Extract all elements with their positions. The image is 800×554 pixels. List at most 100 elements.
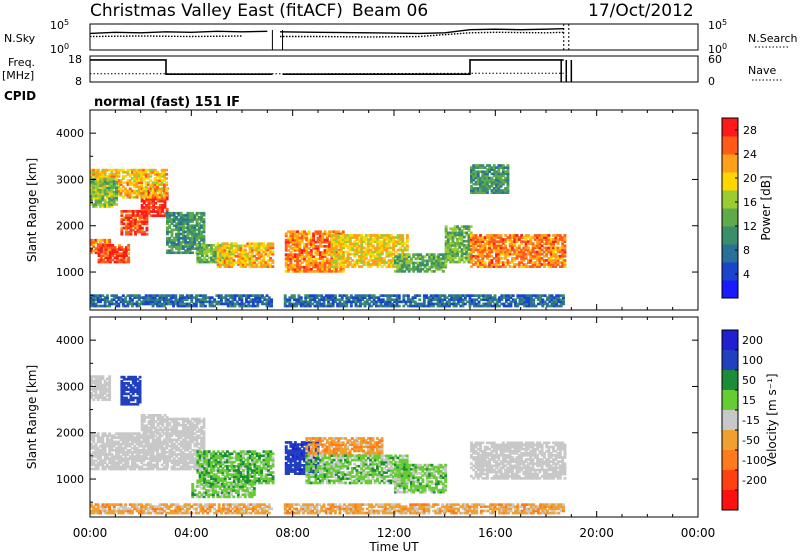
scatter-cell	[449, 241, 453, 245]
scatter-cell	[223, 257, 227, 260]
scatter-cell	[231, 304, 235, 308]
scatter-cell	[147, 177, 150, 180]
scatter-cell	[119, 296, 123, 299]
scatter-cell	[492, 248, 496, 252]
scatter-cell	[94, 170, 98, 174]
scatter-cell	[307, 230, 311, 234]
scatter-cell	[208, 302, 212, 306]
scatter-cell	[287, 267, 290, 271]
scatter-cell	[319, 263, 322, 267]
scatter-cell	[172, 211, 176, 215]
scatter-cell	[488, 166, 492, 169]
scatter-cell	[454, 296, 458, 299]
scatter-cell	[163, 214, 167, 218]
scatter-cell	[251, 298, 255, 302]
scatter-cell	[136, 226, 140, 230]
scatter-cell	[531, 263, 535, 266]
scatter-cell	[403, 265, 406, 269]
scatter-cell	[465, 258, 469, 262]
scatter-cell	[314, 259, 318, 263]
scatter-cell	[205, 244, 209, 247]
scatter-cell	[144, 187, 148, 191]
scatter-cell	[165, 298, 169, 302]
scatter-cell	[247, 302, 251, 306]
scatter-cell	[331, 294, 335, 297]
scatter-cell	[342, 238, 345, 241]
scatter-cell	[110, 448, 114, 452]
scatter-cell	[127, 210, 131, 213]
scatter-cell	[172, 220, 176, 223]
scatter-cell	[515, 252, 519, 256]
scatter-cell	[256, 304, 260, 308]
scatter-cell	[124, 463, 128, 467]
scatter-cell	[387, 259, 391, 262]
scatter-cell	[561, 240, 565, 243]
scatter-cell	[124, 461, 128, 465]
scatter-cell	[524, 263, 528, 266]
scatter-cell	[117, 453, 121, 456]
scatter-cell	[142, 195, 146, 199]
scatter-cell	[205, 246, 209, 249]
scatter-cell	[309, 255, 313, 259]
scatter-cell	[298, 253, 302, 256]
scatter-cell	[168, 226, 172, 230]
scatter-cell	[545, 263, 549, 266]
scatter-cell	[158, 183, 162, 187]
scatter-cell	[90, 436, 93, 440]
scatter-cell	[486, 240, 489, 243]
scatter-cell	[302, 302, 305, 306]
scatter-cell	[145, 220, 149, 224]
scatter-cell	[151, 444, 155, 448]
scatter-cell	[142, 187, 146, 191]
scatter-cell	[165, 187, 169, 191]
scatter-cell	[337, 236, 341, 239]
scatter-cell	[151, 451, 155, 454]
scatter-cell	[208, 298, 212, 302]
scatter-cell	[197, 294, 201, 297]
scatter-cell	[451, 260, 455, 264]
scatter-cell	[109, 250, 112, 253]
scatter-cell	[230, 246, 234, 250]
scatter-cell	[522, 263, 526, 266]
scatter-cell	[137, 173, 141, 176]
scatter-cell	[147, 195, 150, 199]
scatter-cell	[125, 218, 128, 221]
scatter-cell	[195, 236, 199, 240]
scatter-cell	[121, 170, 125, 174]
scatter-cell	[509, 294, 513, 297]
scatter-cell	[110, 444, 114, 448]
scatter-cell	[522, 252, 526, 256]
scatter-cell	[495, 191, 498, 194]
scatter-cell	[316, 232, 320, 236]
scatter-cell	[430, 255, 434, 259]
scatter-cell	[163, 193, 166, 197]
scatter-cell	[421, 267, 425, 271]
scatter-cell	[287, 253, 290, 256]
scatter-cell	[257, 244, 261, 248]
scatter-cell	[117, 191, 121, 195]
scatter-cell	[166, 228, 169, 232]
scatter-cell	[428, 257, 432, 261]
scatter-cell	[451, 252, 455, 256]
scatter-cell	[486, 180, 489, 184]
scatter-cell	[290, 302, 294, 306]
scatter-cell	[145, 210, 149, 213]
scatter-cell	[527, 234, 530, 237]
scatter-cell	[216, 252, 220, 256]
scatter-cell	[147, 300, 150, 304]
scatter-cell	[191, 216, 194, 219]
scatter-cell	[203, 260, 207, 264]
scatter-cell	[472, 168, 476, 171]
scatter-cell	[395, 300, 399, 304]
scatter-cell	[300, 232, 304, 236]
scatter-cell	[110, 192, 114, 196]
scatter-cell	[385, 246, 389, 250]
scatter-cell	[384, 302, 387, 306]
scatter-cell	[126, 463, 130, 467]
scatter-cell	[92, 180, 96, 183]
scatter-cell	[501, 257, 505, 260]
scatter-cell	[265, 298, 269, 302]
scatter-cell	[335, 265, 339, 268]
scatter-cell	[340, 302, 344, 306]
scatter-cell	[115, 302, 118, 306]
